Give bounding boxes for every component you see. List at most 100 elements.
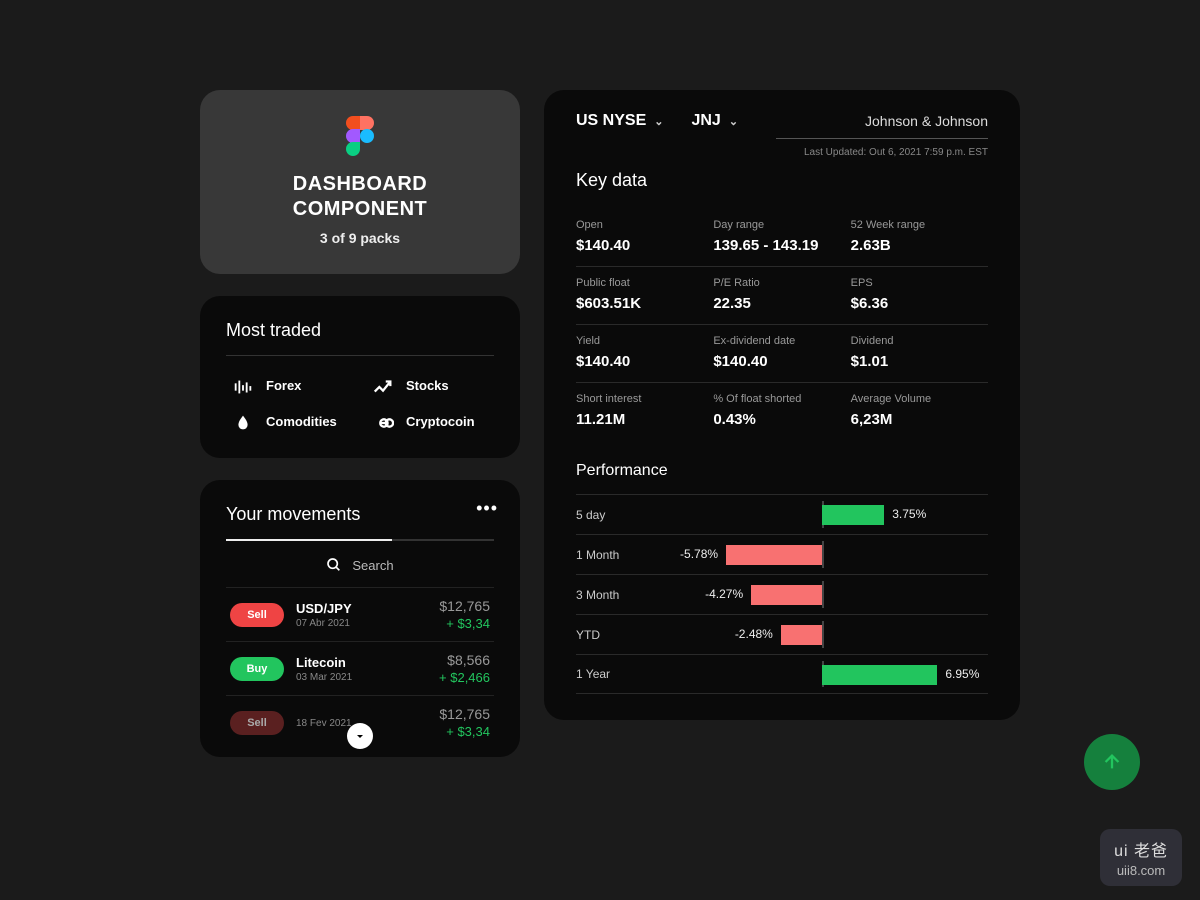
header-title: DASHBOARD COMPONENT	[228, 172, 492, 222]
expand-button[interactable]	[347, 723, 373, 749]
movement-amount: $12,765	[439, 706, 490, 722]
key-data-card: US NYSE ⌄ JNJ ⌄ Johnson & Johnson Last U…	[544, 90, 1020, 720]
most-traded-label: Cryptocoin	[406, 414, 475, 429]
most-traded-label: Stocks	[406, 378, 449, 393]
key-data-value: 22.35	[713, 295, 842, 312]
movement-date: 07 Abr 2021	[296, 618, 427, 629]
key-data-value: 6,23M	[851, 411, 980, 428]
key-data-cell: Ex-dividend date$140.40	[713, 325, 850, 382]
key-data-label: Average Volume	[851, 393, 980, 405]
most-traded-label: Forex	[266, 378, 301, 393]
performance-bar-chart: -2.48%	[656, 615, 988, 654]
performance-bar	[781, 625, 822, 645]
key-data-label: Dividend	[851, 335, 980, 347]
key-data-value: 2.63B	[851, 237, 980, 254]
header-title-line1: DASHBOARD	[293, 173, 428, 195]
movement-amount: $8,566	[439, 652, 490, 668]
buy-pill: Buy	[230, 657, 284, 681]
performance-bar	[751, 585, 822, 605]
right-column: US NYSE ⌄ JNJ ⌄ Johnson & Johnson Last U…	[544, 90, 1020, 840]
search-placeholder: Search	[352, 558, 393, 573]
sell-pill: Sell	[230, 603, 284, 627]
company-name: Johnson & Johnson	[865, 113, 988, 129]
key-data-value: 0.43%	[713, 411, 842, 428]
movements-card: ••• Your movements Search Sell USD/JPY 07 …	[200, 480, 520, 757]
movement-amount: $12,765	[439, 598, 490, 614]
key-data-label: EPS	[851, 277, 980, 289]
performance-value: -2.48%	[735, 627, 773, 641]
movement-name: USD/JPY	[296, 601, 427, 616]
exchange-selector[interactable]: US NYSE ⌄	[576, 112, 663, 130]
performance-value: -5.78%	[680, 547, 718, 561]
most-traded-card: Most traded Forex Stocks Comodities Cryptoc…	[200, 296, 520, 458]
key-data-label: Public float	[576, 277, 705, 289]
key-data-value: $140.40	[576, 353, 705, 370]
key-data-label: 52 Week range	[851, 219, 980, 231]
key-data-label: Day range	[713, 219, 842, 231]
performance-axis	[822, 541, 824, 568]
performance-row: 1 Month-5.78%	[576, 534, 988, 574]
most-traded-item-forex[interactable]: Forex	[232, 376, 348, 394]
movement-info: USD/JPY 07 Abr 2021	[296, 601, 427, 629]
movement-values: $12,765+ $3,34	[439, 706, 490, 739]
last-updated: Last Updated: Out 6, 2021 7:59 p.m. EST	[576, 147, 988, 158]
key-data-value: $603.51K	[576, 295, 705, 312]
performance-bar	[822, 505, 884, 525]
performance-bar-chart: -5.78%	[656, 535, 988, 574]
watermark-line1: ui 老爸	[1114, 837, 1168, 861]
more-icon[interactable]: •••	[476, 498, 498, 519]
stage: DASHBOARD COMPONENT 3 of 9 packs Most tr…	[0, 0, 1200, 900]
performance-bar-chart: -4.27%	[656, 575, 988, 614]
movements-progress	[226, 539, 494, 541]
search-icon	[326, 557, 342, 573]
ticker-selector[interactable]: JNJ ⌄	[691, 112, 738, 130]
scroll-up-button[interactable]	[1084, 734, 1140, 790]
stocks-icon	[372, 376, 394, 394]
chevron-down-icon	[354, 730, 366, 742]
movement-row[interactable]: Sell USD/JPY 07 Abr 2021 $12,765 + $3,34	[226, 587, 494, 641]
key-data-cell: Open$140.40	[576, 209, 713, 266]
divider	[226, 355, 494, 356]
most-traded-item-crypto[interactable]: Cryptocoin	[372, 412, 488, 430]
key-data-value: 139.65 - 143.19	[713, 237, 842, 254]
movement-values: $8,566+ $2,466	[439, 652, 490, 685]
selector-row: US NYSE ⌄ JNJ ⌄ Johnson & Johnson	[576, 112, 988, 130]
performance-row: 1 Year6.95%	[576, 654, 988, 694]
most-traded-title: Most traded	[226, 320, 494, 341]
performance-bar-chart: 6.95%	[656, 655, 988, 693]
performance-label: 1 Year	[576, 667, 656, 681]
performance-row: 5 day 3.75%	[576, 494, 988, 534]
performance-axis	[822, 621, 824, 648]
header-title-line2: COMPONENT	[293, 198, 428, 220]
key-data-label: Open	[576, 219, 705, 231]
performance-bar-chart: 3.75%	[656, 495, 988, 534]
exchange-label: US NYSE	[576, 112, 646, 130]
performance-list: 5 day3.75%1 Month-5.78%3 Month-4.27%YTD-…	[576, 494, 988, 694]
commodities-icon	[232, 412, 254, 430]
most-traded-grid: Forex Stocks Comodities Cryptocoin	[226, 372, 494, 434]
movements-title: Your movements	[226, 504, 494, 525]
most-traded-item-stocks[interactable]: Stocks	[372, 376, 488, 394]
movement-values: $12,765 + $3,34	[439, 598, 490, 631]
performance-label: 3 Month	[576, 588, 656, 602]
search-row[interactable]: Search	[226, 557, 494, 573]
key-data-value: $6.36	[851, 295, 980, 312]
key-data-cell: Public float $603.51K	[576, 267, 713, 324]
movement-delta: + $3,34	[439, 616, 490, 631]
key-data-grid: Open$140.40Day range139.65 - 143.1952 We…	[576, 209, 988, 440]
movement-row[interactable]: Buy Litecoin03 Mar 2021 $8,566+ $2,466	[226, 641, 494, 695]
movement-info: Litecoin03 Mar 2021	[296, 655, 427, 683]
key-data-cell: % Of float shorted0.43%	[713, 383, 850, 440]
header-subtitle: 3 of 9 packs	[228, 230, 492, 246]
key-data-cell: Yield$140.40	[576, 325, 713, 382]
performance-label: 5 day	[576, 508, 656, 522]
most-traded-item-commodities[interactable]: Comodities	[232, 412, 348, 430]
key-data-cell: P/E Ratio22.35	[713, 267, 850, 324]
figma-icon	[346, 116, 374, 156]
key-data-cell: Dividend$1.01	[851, 325, 988, 382]
performance-value: 3.75%	[892, 507, 926, 521]
key-data-cell: 52 Week range 2.63B	[851, 209, 988, 266]
key-data-cell: Day range 139.65 - 143.19	[713, 209, 850, 266]
performance-axis	[822, 581, 824, 608]
performance-bar	[822, 665, 937, 685]
